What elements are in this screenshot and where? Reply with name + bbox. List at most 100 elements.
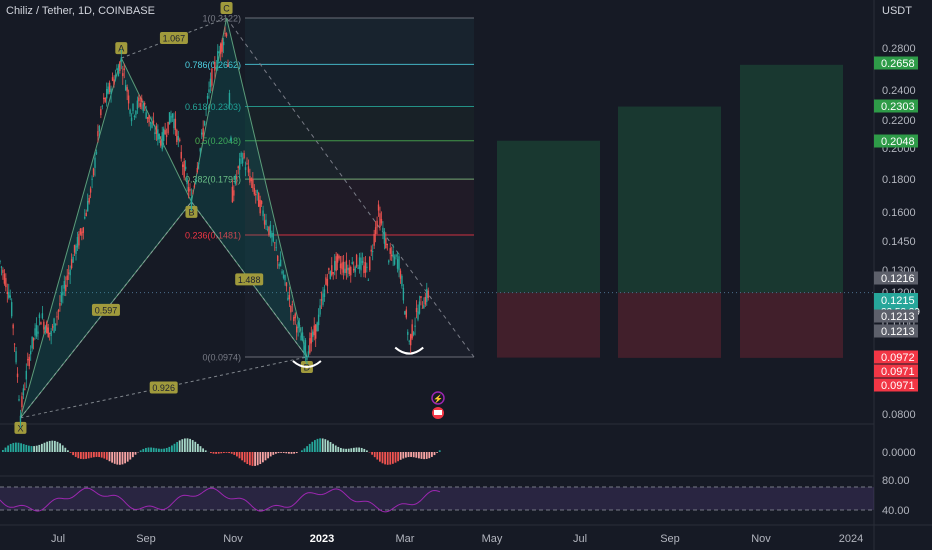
position-loss-zone[interactable] <box>618 292 721 358</box>
position-profit-zone[interactable] <box>618 106 721 293</box>
candle-body <box>162 128 165 141</box>
candle-body <box>181 164 184 167</box>
candle-body <box>262 210 264 217</box>
candle-body <box>142 104 144 112</box>
candle-body <box>370 249 372 252</box>
candle-body <box>158 134 161 140</box>
macd-histogram-bar <box>85 452 87 459</box>
time-tick-label: Nov <box>223 533 243 545</box>
pattern-point-badge[interactable] <box>185 205 198 218</box>
position-profit-zone[interactable] <box>497 140 600 293</box>
candle-body <box>62 291 64 296</box>
candle-body <box>231 186 234 203</box>
candle-body <box>9 295 11 298</box>
rsi-tick-label: 80.00 <box>882 475 910 487</box>
macd-pane <box>2 438 441 466</box>
candle-body <box>274 242 276 244</box>
candle-body <box>192 192 194 194</box>
candle-body <box>214 61 216 71</box>
position-profit-zone[interactable] <box>740 64 843 293</box>
position-loss-zone[interactable] <box>740 292 843 358</box>
macd-histogram-bar <box>264 452 267 461</box>
macd-histogram-bar <box>379 452 381 462</box>
pattern-point-badge[interactable] <box>220 2 233 14</box>
candle-body <box>227 64 229 68</box>
candle-body <box>399 270 402 279</box>
fib-level-label: 0.618(0.2303) <box>185 102 241 112</box>
macd-histogram-bar <box>363 448 366 452</box>
lightning-icon[interactable] <box>431 391 445 405</box>
macd-histogram-bar <box>262 452 264 463</box>
macd-histogram-bar <box>340 447 342 452</box>
chart-title: Chiliz / Tether, 1D, COINBASE <box>6 5 155 17</box>
candle-body <box>278 264 280 267</box>
price-badge <box>874 309 918 323</box>
pattern-ratio-badge[interactable] <box>149 381 178 394</box>
candle-body <box>164 130 166 135</box>
candle-body <box>263 220 266 225</box>
macd-histogram-bar <box>358 447 360 452</box>
macd-tick-label: 0.0000 <box>882 447 916 459</box>
candle-body <box>385 238 387 249</box>
macd-histogram-bar <box>420 452 423 459</box>
candle-body <box>256 189 258 194</box>
price-tick-label: 0.2200 <box>882 115 916 127</box>
position-loss-zone[interactable] <box>497 292 600 358</box>
candle-body <box>236 176 238 179</box>
fibonacci-retracement[interactable]: 1(0.3122) 0.786(0.2662) 0.618(0.2303) 0.5(0… <box>185 14 475 363</box>
candle-body <box>328 268 330 271</box>
fib-band <box>245 179 474 236</box>
macd-histogram-bar <box>103 452 106 459</box>
macd-histogram-bar <box>210 452 212 454</box>
macd-histogram-bar <box>272 452 275 455</box>
candle-body <box>306 357 308 360</box>
pattern-ratio-badge[interactable] <box>91 303 120 316</box>
candle-body <box>405 309 408 318</box>
macd-histogram-bar <box>301 450 303 452</box>
position-boxes[interactable] <box>0 64 874 358</box>
rsi-line <box>0 487 441 513</box>
macd-histogram-bar <box>191 440 194 452</box>
time-tick-label: 2024 <box>839 533 863 545</box>
pattern-point-badge[interactable] <box>115 42 128 55</box>
candle-body <box>198 162 200 165</box>
macd-histogram-bar <box>324 439 327 452</box>
macd-histogram-bar <box>17 442 20 452</box>
time-tick-label: Sep <box>136 533 156 545</box>
candle-body <box>281 271 283 274</box>
candle-body <box>124 85 127 91</box>
time-tick-label: May <box>482 533 503 545</box>
candle-body <box>51 326 54 328</box>
pattern-ratio-badge[interactable] <box>235 273 264 286</box>
candle-body <box>88 197 90 203</box>
macd-histogram-bar <box>184 438 186 452</box>
candle-body <box>143 102 146 105</box>
macd-histogram-bar <box>412 452 415 458</box>
candle-body <box>326 278 329 287</box>
candle-body <box>29 351 32 355</box>
candle-body <box>47 327 49 337</box>
candle-body <box>139 103 142 107</box>
low-marker-arc <box>394 346 424 355</box>
candle-body <box>54 323 57 326</box>
candle-body <box>63 280 66 289</box>
price-tick-label: 0.2800 <box>882 43 916 55</box>
macd-histogram-bar <box>384 452 386 465</box>
candle-body <box>22 388 25 396</box>
pattern-ratio-label: 1.488 <box>238 275 261 285</box>
candle-body <box>371 251 374 253</box>
price-badge <box>874 56 918 70</box>
time-tick-label: Mar <box>396 533 415 545</box>
pattern-ratio-badge[interactable] <box>159 32 188 45</box>
fib-trend-line[interactable] <box>226 17 475 358</box>
candle-body <box>66 275 68 281</box>
time-tick-label: Jul <box>573 533 587 545</box>
candle-body <box>230 137 232 142</box>
candle-body <box>398 256 400 271</box>
event-icons[interactable]: ⚡ <box>431 391 445 419</box>
candle-body <box>255 193 257 196</box>
candle-body <box>136 100 139 110</box>
candle-body <box>382 227 384 231</box>
